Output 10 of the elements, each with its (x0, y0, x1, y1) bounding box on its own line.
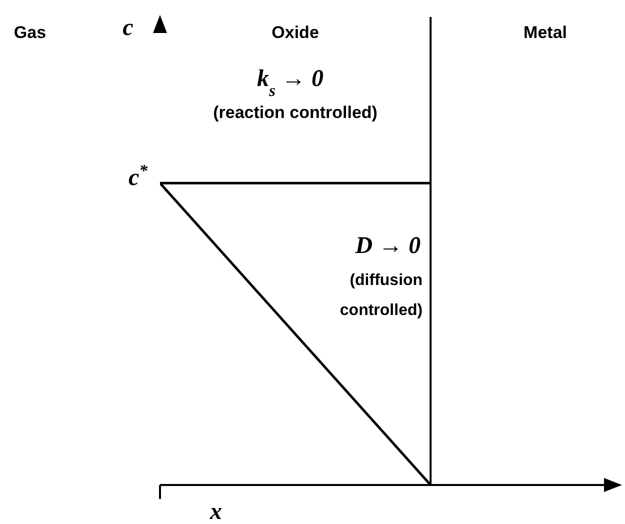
text: Oxide (272, 23, 319, 42)
text: k$_{s}$ → 0 (257, 66, 324, 100)
x-axis-title: x (209, 499, 222, 524)
text: Metal (524, 23, 568, 42)
text: c (122, 15, 134, 41)
text: c$^{*}$ (128, 160, 148, 192)
text: Gas (14, 23, 46, 42)
annotation: (diffusion controlled) (340, 272, 423, 319)
text: (reaction controlled) (213, 103, 378, 122)
annotation: D → 0 (354, 233, 421, 259)
